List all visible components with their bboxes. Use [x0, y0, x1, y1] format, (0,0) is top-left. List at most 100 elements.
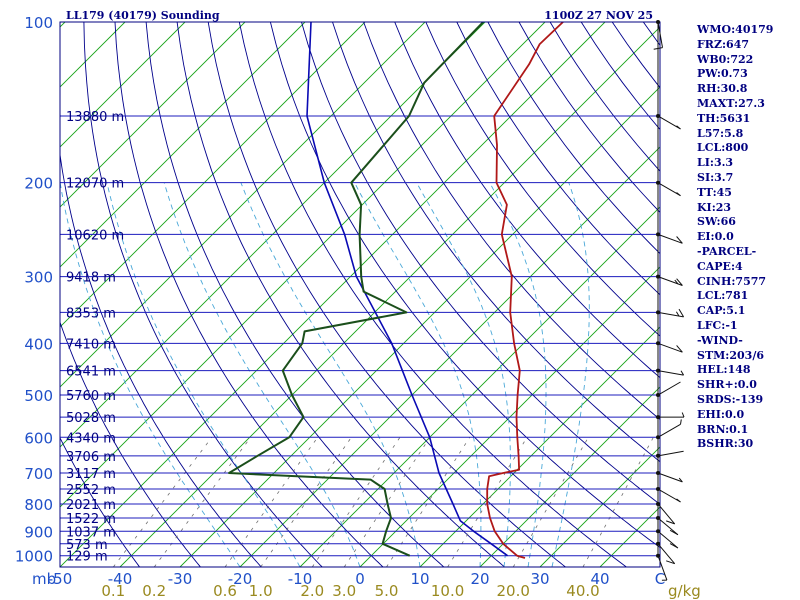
- index-line: PW:0.73: [697, 67, 748, 81]
- wind-level-dot: [656, 453, 660, 458]
- wind-level-dot: [656, 471, 660, 475]
- mixing-ratio-line: [153, 437, 252, 567]
- wind-level-dot: [656, 415, 660, 420]
- mixing-ratio-line: [512, 437, 589, 567]
- temperature-tick-label: 40: [590, 570, 609, 588]
- wind-barb-flag: [653, 47, 663, 50]
- temperature-tick-label: 20: [470, 570, 489, 588]
- chart-title: LL179 (40179) Sounding: [66, 9, 220, 22]
- index-line: FRZ:647: [697, 37, 750, 51]
- isotherm-line: [60, 22, 426, 388]
- wind-barb: [657, 423, 681, 438]
- wind-barb: [657, 182, 681, 197]
- wind-level-dot: [656, 435, 660, 440]
- dry-adiabat-line: [332, 22, 660, 463]
- wind-barb-flag: [680, 419, 682, 425]
- moist-adiabat-line: [551, 182, 590, 567]
- isotherm-line: [179, 86, 660, 567]
- index-line: EI:0.0: [697, 230, 734, 244]
- wind-barb-flag: [676, 498, 681, 503]
- isotherm-line: [60, 22, 246, 208]
- stability-indices-panel: WMO:40179 FRZ:647 WB0:722 PW:0.73 RH:30.8 MAX…: [697, 23, 799, 452]
- index-line: TH:5631: [697, 111, 751, 125]
- isotherm-line: [60, 22, 366, 328]
- height-level-label: 5760 m: [66, 389, 116, 404]
- wind-barb: [657, 543, 676, 565]
- wind-level-dot: [656, 487, 660, 491]
- index-line: BRN:0.1: [697, 422, 749, 436]
- temperature-tick-label: 10: [410, 570, 429, 588]
- isotherm-line: [60, 22, 486, 448]
- temperature-profile-line: [486, 22, 564, 559]
- index-line: SI:3.7: [697, 170, 734, 184]
- temperature-tick-label: -50: [48, 570, 73, 588]
- index-line: LCL:781: [697, 289, 749, 303]
- pressure-tick-label: 800: [24, 496, 53, 514]
- height-level-label: 6541 m: [66, 365, 116, 380]
- temperature-tick-label: -40: [108, 570, 133, 588]
- mixing-ratio-line: [447, 437, 528, 567]
- dry-adiabat-line: [60, 151, 262, 567]
- isotherm-line: [60, 22, 606, 567]
- height-level-label: 5028 m: [66, 411, 116, 426]
- isotherm-line: [539, 446, 660, 567]
- moist-adiabat-line: [106, 182, 301, 567]
- dry-adiabat-line: [363, 22, 660, 421]
- isotherm-line: [60, 22, 66, 28]
- pressure-tick-label: 400: [24, 335, 53, 353]
- wind-barb: [657, 530, 679, 549]
- wind-barb: [657, 276, 683, 286]
- wind-barb: [657, 311, 684, 318]
- dry-adiabat-line: [83, 22, 323, 567]
- index-line: SHR+:0.0: [697, 378, 757, 392]
- wind-level-dot: [656, 529, 660, 534]
- pressure-tick-label: 1000: [15, 548, 53, 566]
- wind-barb-flag: [669, 543, 679, 549]
- wind-barb: [657, 21, 663, 48]
- dry-adiabat-line: [269, 22, 660, 548]
- wind-level-dot: [656, 114, 660, 118]
- index-line: WMO:40179: [697, 23, 774, 36]
- mixing-ratio-tick-label: 20.0: [496, 582, 529, 600]
- wind-barb-flag: [666, 520, 675, 525]
- height-level-label: 3706 m: [66, 450, 116, 465]
- pressure-tick-label: 700: [24, 465, 53, 483]
- index-line: EHI:0.0: [697, 407, 745, 421]
- wind-barb-flag: [678, 308, 685, 318]
- wind-barb: [657, 450, 684, 457]
- dry-adiabat-line: [60, 436, 140, 567]
- index-line: MAXT:27.3: [697, 96, 765, 110]
- dry-adiabat-line: [487, 22, 660, 255]
- isotherm-line: [419, 326, 660, 567]
- wind-barb-flag: [676, 192, 681, 197]
- index-line: STM:203/6: [697, 348, 764, 362]
- height-level-label: 13880 m: [66, 110, 124, 125]
- wind-barb-flag: [676, 125, 681, 130]
- index-line: LI:3.3: [697, 156, 734, 170]
- isotherm-line: [60, 22, 306, 268]
- pressure-tick-label: 900: [24, 523, 53, 541]
- isotherm-line: [479, 386, 660, 567]
- mixing-ratio-tick-label: 5.0: [375, 582, 399, 600]
- wind-barb: [657, 488, 681, 503]
- wind-barb-flag: [666, 560, 675, 565]
- isotherm-line: [359, 266, 660, 567]
- height-level-label: 7410 m: [66, 337, 116, 352]
- mixing-ratio-tick-label: 10.0: [431, 582, 464, 600]
- dry-adiabat-line: [145, 22, 445, 567]
- wind-level-dot: [656, 393, 660, 397]
- index-line: -WIND-: [697, 333, 743, 347]
- wind-level-dot: [656, 502, 660, 506]
- wind-barb-flag: [678, 477, 683, 483]
- wind-level-dot: [656, 541, 660, 546]
- height-level-label: 2021 m: [66, 498, 116, 513]
- wind-barb: [657, 472, 683, 483]
- temperature-tick-label: 0: [355, 570, 365, 588]
- wind-barb-flag: [674, 279, 679, 285]
- index-line: TT:45: [697, 185, 732, 199]
- dry-adiabat-line: [207, 22, 566, 567]
- wind-barb: [657, 370, 684, 376]
- wind-barb-flag: [676, 236, 683, 244]
- wind-barb-flag: [675, 311, 680, 317]
